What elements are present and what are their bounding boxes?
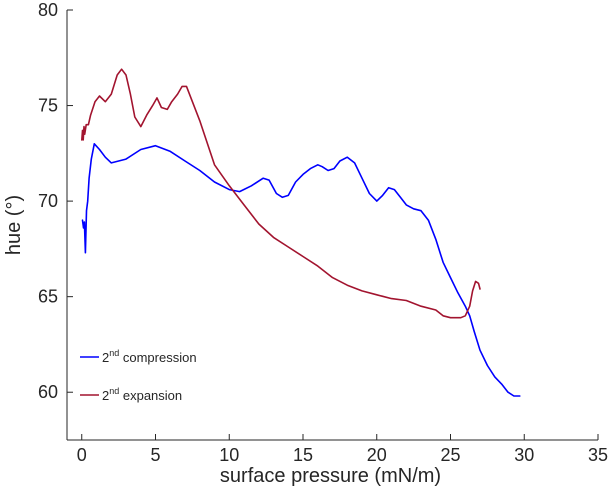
legend-label-compression: 2nd compression — [102, 348, 197, 365]
series-layer — [81, 68, 521, 397]
y-tick-label: 60 — [38, 382, 58, 402]
legend-entry-expansion: 2nd expansion — [80, 386, 182, 403]
x-tick-label: 20 — [367, 445, 387, 465]
y-tick-label: 75 — [38, 96, 58, 116]
y-axis-ticks: 60 65 70 75 80 — [38, 0, 73, 402]
x-axis-label: surface pressure (mN/m) — [220, 465, 441, 487]
legend: 2nd compression 2nd expansion — [80, 348, 197, 403]
x-tick-label: 15 — [293, 445, 313, 465]
y-axis-label: hue (°) — [3, 195, 25, 255]
x-tick-label: 10 — [219, 445, 239, 465]
series-line-expansion — [81, 68, 481, 319]
x-tick-label: 30 — [514, 445, 534, 465]
x-tick-label: 5 — [150, 445, 160, 465]
x-tick-label: 25 — [440, 445, 460, 465]
x-axis-ticks: 0 5 10 15 20 25 30 35 — [77, 434, 608, 465]
y-tick-label: 65 — [38, 287, 58, 307]
x-tick-label: 35 — [588, 445, 608, 465]
x-tick-label: 0 — [77, 445, 87, 465]
y-tick-label: 70 — [38, 191, 58, 211]
y-tick-label: 80 — [38, 0, 58, 20]
legend-label-expansion: 2nd expansion — [102, 386, 182, 403]
series-line-compression — [81, 143, 521, 397]
legend-entry-compression: 2nd compression — [80, 348, 197, 365]
